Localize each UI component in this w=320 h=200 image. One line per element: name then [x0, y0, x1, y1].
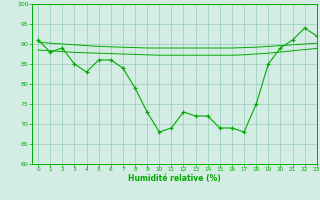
X-axis label: Humidité relative (%): Humidité relative (%) [128, 174, 221, 183]
